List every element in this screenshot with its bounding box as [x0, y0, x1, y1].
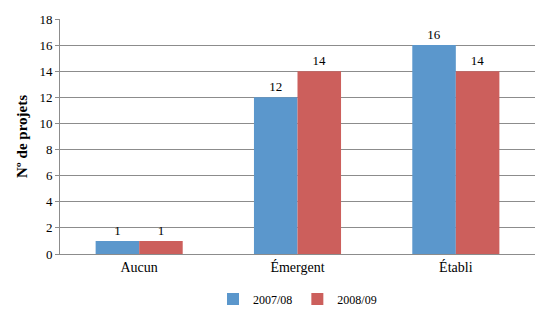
svg-text:2: 2: [46, 220, 53, 235]
svg-text:Établi: Établi: [439, 259, 473, 275]
svg-text:16: 16: [39, 38, 53, 53]
svg-text:16: 16: [427, 27, 441, 42]
svg-text:12: 12: [39, 90, 52, 105]
svg-text:Aucun: Aucun: [121, 260, 158, 275]
svg-text:10: 10: [39, 116, 52, 131]
svg-text:4: 4: [46, 194, 53, 209]
svg-text:1: 1: [158, 223, 165, 238]
svg-text:Émergent: Émergent: [270, 259, 324, 275]
svg-text:2007/08: 2007/08: [253, 293, 292, 307]
svg-text:14: 14: [471, 53, 485, 68]
svg-text:18: 18: [39, 12, 52, 27]
svg-text:0: 0: [46, 247, 53, 262]
svg-text:14: 14: [313, 53, 327, 68]
svg-text:2008/09: 2008/09: [337, 293, 376, 307]
svg-text:1: 1: [114, 223, 121, 238]
svg-text:8: 8: [46, 142, 53, 157]
svg-text:12: 12: [269, 79, 282, 94]
svg-text:14: 14: [39, 64, 53, 79]
svg-text:6: 6: [46, 168, 53, 183]
svg-text:Nº de projets: Nº de projets: [14, 95, 30, 178]
